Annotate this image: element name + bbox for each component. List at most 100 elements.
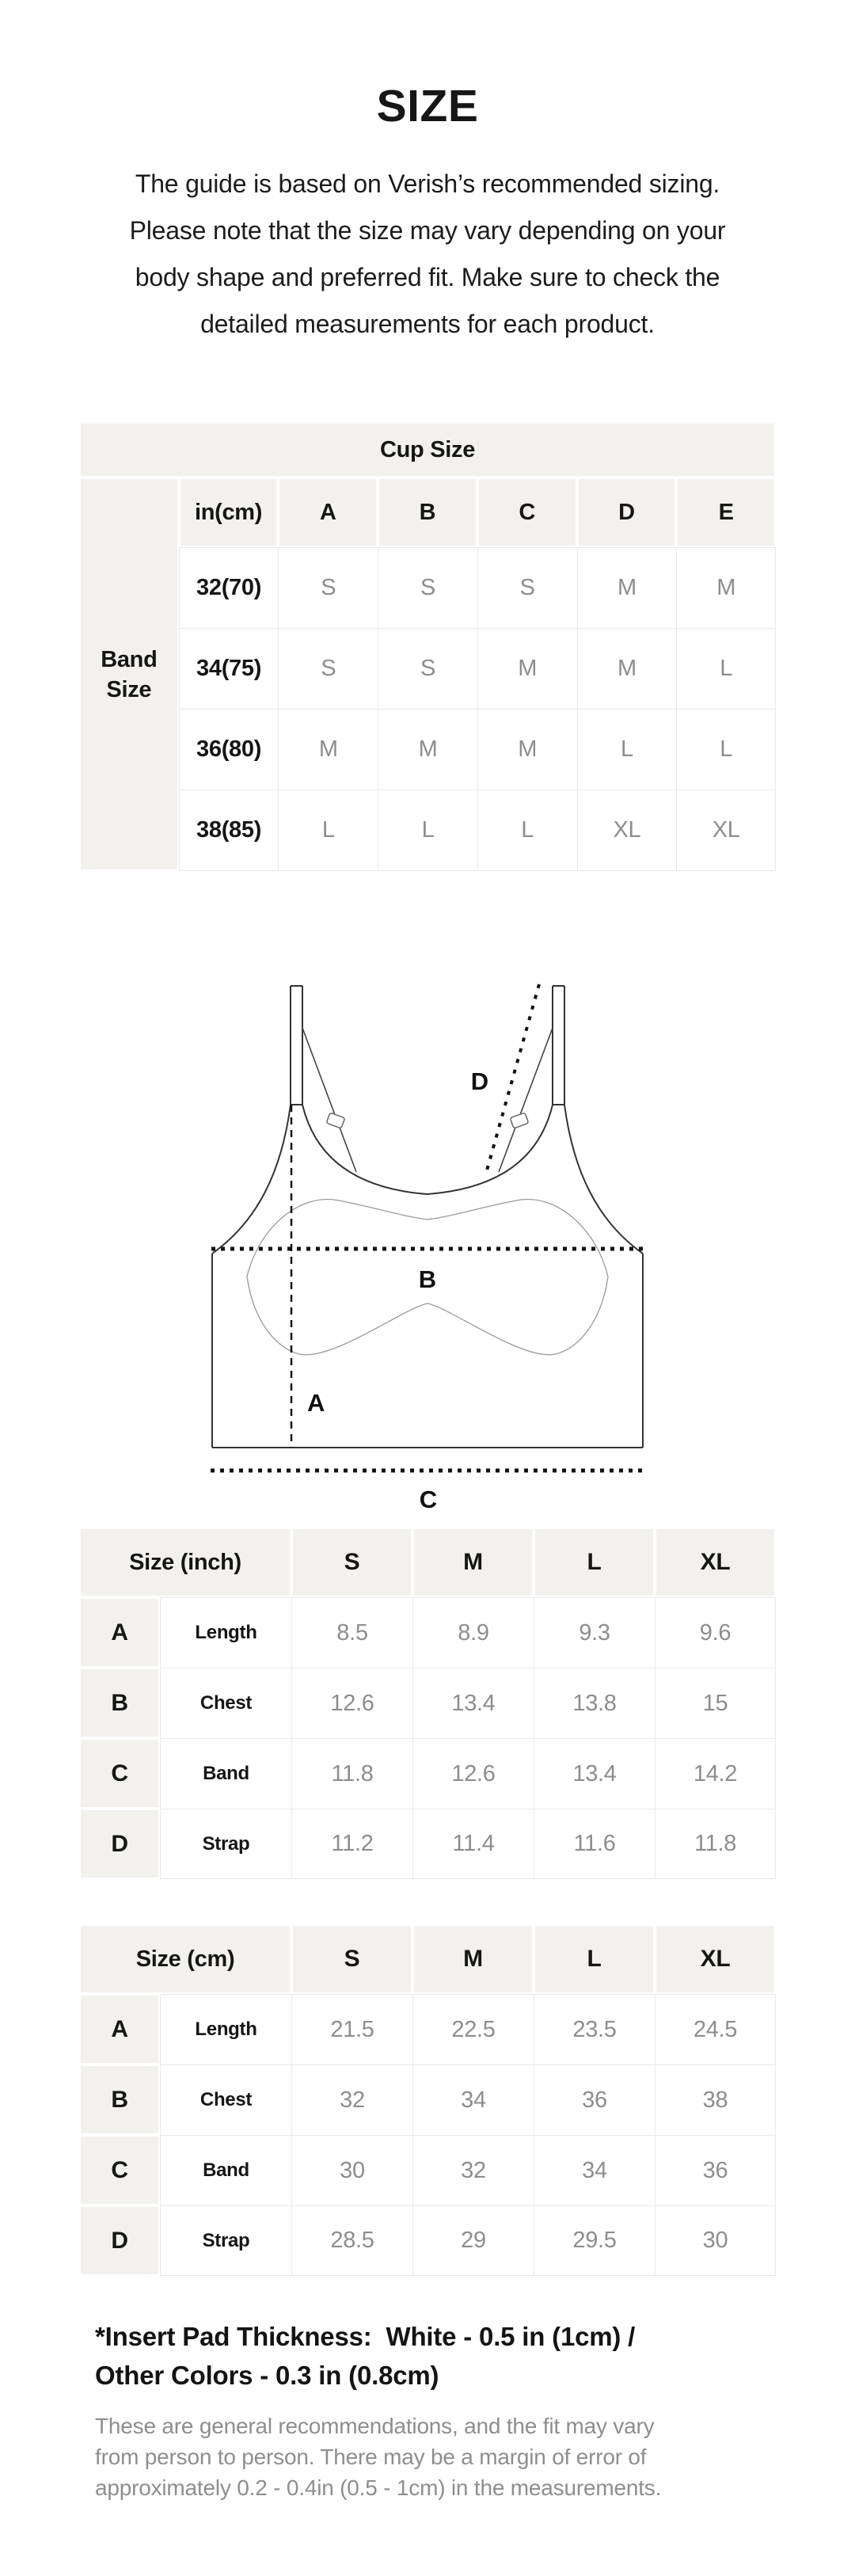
size-value-cell: 29.5 [534, 2205, 655, 2276]
disclaimer-line: approximately 0.2 - 0.4in (0.5 - 1cm) in… [95, 2475, 662, 2500]
size-value-cell: 36 [655, 2135, 776, 2205]
diagram-label-d: D [471, 1067, 488, 1095]
size-value-cell: 32 [291, 2064, 412, 2135]
cup-size-cell: M [676, 547, 776, 628]
intro-line: detailed measurements for each product. [200, 310, 655, 338]
size-col-header: XL [655, 1528, 776, 1597]
size-col-header: M [412, 1528, 534, 1597]
size-value-cell: 38 [655, 2064, 776, 2135]
size-col-header: L [534, 1528, 655, 1597]
cup-size-cell: M [477, 709, 577, 790]
row-name: Strap [160, 2205, 291, 2276]
size-col-header: XL [655, 1924, 776, 1994]
cup-size-cell: XL [576, 790, 677, 871]
cup-col-header: E [676, 478, 776, 547]
pad-note-line: Other Colors - 0.3 in (0.8cm) [95, 2361, 439, 2390]
intro-line: Please note that the size may vary depen… [129, 216, 726, 245]
size-value-cell: 11.8 [291, 1738, 412, 1809]
cup-size-cell: L [576, 709, 677, 790]
row-name: Strap [160, 1809, 291, 1879]
size-value-cell: 22.5 [412, 1994, 534, 2064]
cup-size-cell: M [576, 628, 677, 709]
band-row-label: 32(70) [178, 547, 279, 628]
size-value-cell: 30 [655, 2205, 776, 2276]
cup-size-table: Cup Size Band Size in(cm) A B C D E 32(70) S S S M M 34… [79, 422, 776, 871]
row-letter: D [79, 2205, 160, 2276]
size-value-cell: 12.6 [412, 1738, 534, 1809]
size-col-header: S [291, 1528, 412, 1597]
cup-size-cell: L [676, 709, 776, 790]
size-value-cell: 34 [534, 2135, 655, 2205]
cup-size-cell: L [378, 790, 477, 871]
cup-size-cell: S [278, 628, 378, 709]
row-letter: B [79, 2064, 160, 2135]
size-table-header: Size (cm) [79, 1924, 291, 1994]
fit-disclaimer: These are general recommendations, and t… [95, 2410, 808, 2503]
cup-size-cell: S [378, 628, 477, 709]
band-row-label: 34(75) [178, 628, 279, 709]
size-value-cell: 11.6 [534, 1809, 655, 1879]
diagram-label-c: C [420, 1486, 437, 1513]
cup-size-cell: M [378, 709, 477, 790]
disclaimer-line: from person to person. There may be a ma… [95, 2445, 647, 2469]
cup-size-cell: L [278, 790, 378, 871]
size-value-cell: 24.5 [655, 1994, 776, 2064]
size-value-cell: 14.2 [655, 1738, 776, 1809]
size-value-cell: 8.5 [291, 1597, 412, 1668]
size-value-cell: 23.5 [534, 1994, 655, 2064]
cup-size-cell: S [378, 547, 477, 628]
size-value-cell: 8.9 [412, 1597, 534, 1668]
strap-adjuster-icon [326, 1113, 529, 1128]
strap-line-D [484, 984, 541, 1177]
row-letter: C [79, 1738, 160, 1809]
row-name: Length [160, 1597, 291, 1668]
row-letter: C [79, 2135, 160, 2205]
row-name: Band [160, 2135, 291, 2205]
size-col-header: L [534, 1924, 655, 1994]
size-value-cell: 13.4 [412, 1668, 534, 1738]
page-title: SIZE [376, 81, 479, 131]
bra-outline [211, 985, 644, 1448]
size-value-cell: 28.5 [291, 2205, 412, 2276]
size-value-cell: 34 [412, 2064, 534, 2135]
cup-col-header: in(cm) [178, 478, 279, 547]
size-value-cell: 21.5 [291, 1994, 412, 2064]
size-value-cell: 9.3 [534, 1597, 655, 1668]
size-col-header: S [291, 1924, 412, 1994]
size-inch-table: Size (inch) S M L XL A Length 8.5 8.9 9.3 9.6 B Ches… [79, 1528, 776, 1879]
diagram-label-b: B [419, 1265, 436, 1293]
size-value-cell: 29 [412, 2205, 534, 2276]
size-value-cell: 13.8 [534, 1668, 655, 1738]
measurement-lines [211, 984, 645, 1473]
row-letter: A [79, 1994, 160, 2064]
disclaimer-line: These are general recommendations, and t… [95, 2414, 655, 2438]
cup-size-cell: M [477, 628, 577, 709]
cup-size-cell: L [676, 628, 776, 709]
cup-col-header: D [576, 478, 677, 547]
size-value-cell: 36 [534, 2064, 655, 2135]
intro-line: The guide is based on Verish’s recommend… [135, 169, 720, 198]
band-row-label: 38(85) [178, 790, 279, 871]
cup-col-header: A [278, 478, 378, 547]
cup-col-header: C [477, 478, 577, 547]
intro-paragraph: The guide is based on Verish’s recommend… [0, 161, 855, 348]
row-letter: D [79, 1809, 160, 1879]
row-letter: A [79, 1597, 160, 1668]
cup-size-cell: S [278, 547, 378, 628]
cup-size-cell: S [477, 547, 577, 628]
cup-size-cell: M [278, 709, 378, 790]
row-name: Band [160, 1738, 291, 1809]
cup-table-banner: Cup Size [79, 422, 776, 478]
size-value-cell: 32 [412, 2135, 534, 2205]
cup-col-header: B [378, 478, 477, 547]
insert-pad-note: *Insert Pad Thickness: White - 0.5 in (1… [95, 2317, 792, 2395]
size-value-cell: 9.6 [655, 1597, 776, 1668]
size-value-cell: 15 [655, 1668, 776, 1738]
band-row-label: 36(80) [178, 709, 279, 790]
band-size-label: Band Size [79, 478, 179, 871]
diagram-label-a: A [307, 1389, 325, 1417]
size-value-cell: 11.2 [291, 1809, 412, 1879]
pad-note-line: *Insert Pad Thickness: White - 0.5 in (1… [95, 2322, 636, 2351]
size-cm-table: Size (cm) S M L XL A Length 21.5 22.5 23.5 24.5 B Ch… [79, 1924, 776, 2276]
